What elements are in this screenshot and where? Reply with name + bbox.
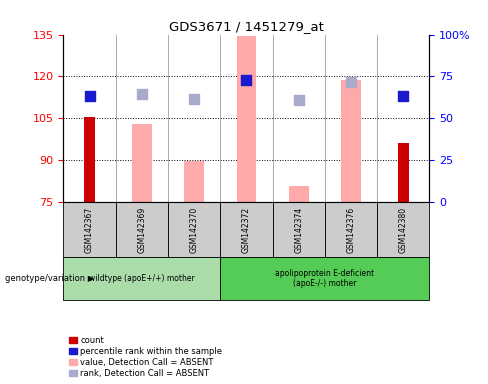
Text: GSM142372: GSM142372 <box>242 207 251 253</box>
Bar <box>237 36 256 202</box>
Point <box>190 96 198 102</box>
Text: GSM142380: GSM142380 <box>399 207 408 253</box>
Text: GSM142367: GSM142367 <box>85 206 94 253</box>
Text: genotype/variation ▶: genotype/variation ▶ <box>5 274 94 283</box>
Text: GSM142374: GSM142374 <box>294 206 303 253</box>
Point <box>347 79 355 85</box>
Bar <box>398 143 409 202</box>
Point <box>243 78 250 84</box>
Point <box>86 93 94 99</box>
Title: GDS3671 / 1451279_at: GDS3671 / 1451279_at <box>169 20 324 33</box>
Bar <box>341 81 361 202</box>
Point <box>295 97 303 103</box>
Point <box>138 91 146 98</box>
Bar <box>132 124 152 202</box>
Bar <box>63 257 220 300</box>
Text: GSM142369: GSM142369 <box>137 206 146 253</box>
Bar <box>325 202 377 257</box>
Bar <box>84 117 95 202</box>
Bar <box>273 202 325 257</box>
Point <box>399 93 407 99</box>
Bar <box>116 202 168 257</box>
Bar <box>377 202 429 257</box>
Text: GSM142370: GSM142370 <box>190 206 199 253</box>
Bar <box>184 161 204 202</box>
Text: GSM142376: GSM142376 <box>346 206 356 253</box>
Bar <box>63 202 116 257</box>
Legend: count, percentile rank within the sample, value, Detection Call = ABSENT, rank, : count, percentile rank within the sample… <box>68 334 224 380</box>
Bar <box>220 257 429 300</box>
Bar <box>168 202 220 257</box>
Bar <box>220 202 273 257</box>
Bar <box>289 186 308 202</box>
Text: wildtype (apoE+/+) mother: wildtype (apoE+/+) mother <box>89 274 195 283</box>
Text: apolipoprotein E-deficient
(apoE-/-) mother: apolipoprotein E-deficient (apoE-/-) mot… <box>275 269 374 288</box>
